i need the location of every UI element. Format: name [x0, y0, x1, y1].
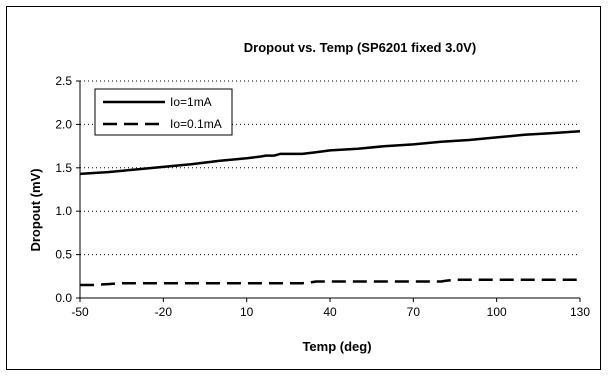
- chart-frame: [6, 6, 601, 370]
- y-tick-label: 0.5: [55, 248, 72, 262]
- y-axis-label: Dropout (mV): [28, 168, 43, 251]
- chart-title: Dropout vs. Temp (SP6201 fixed 3.0V): [244, 40, 476, 55]
- series-line-io-1ma: [79, 130, 581, 176]
- x-tick-label: 130: [570, 305, 590, 319]
- y-tick-label: 0.0: [55, 291, 72, 305]
- series-line-io-0-1ma: [80, 278, 580, 287]
- x-tick-label: 10: [240, 305, 254, 319]
- x-tick-label: -20: [155, 305, 173, 319]
- gridlines: [80, 80, 580, 256]
- axes: [76, 80, 581, 302]
- tick-labels: 0.0 0.5 1.0 1.5 2.0 2.5 -50 -20 10 40 70 100 130: [55, 74, 590, 319]
- legend-box: [94, 88, 233, 136]
- x-axis-label: Temp (deg): [302, 339, 371, 354]
- x-tick-label: -50: [71, 305, 89, 319]
- y-tick-label: 2.5: [55, 74, 72, 88]
- legend-label-io-0-1ma: Io=0.1mA: [170, 117, 222, 131]
- x-tick-label: 70: [407, 305, 421, 319]
- x-tick-label: 40: [323, 305, 337, 319]
- x-tick-label: 100: [487, 305, 507, 319]
- y-tick-label: 2.0: [55, 117, 72, 131]
- y-tick-label: 1.5: [55, 161, 72, 175]
- y-tick-label: 1.0: [55, 204, 72, 218]
- series-layer: [79, 130, 581, 287]
- legend: Io=1mA Io=0.1mA: [94, 88, 233, 136]
- legend-label-io-1ma: Io=1mA: [170, 95, 212, 109]
